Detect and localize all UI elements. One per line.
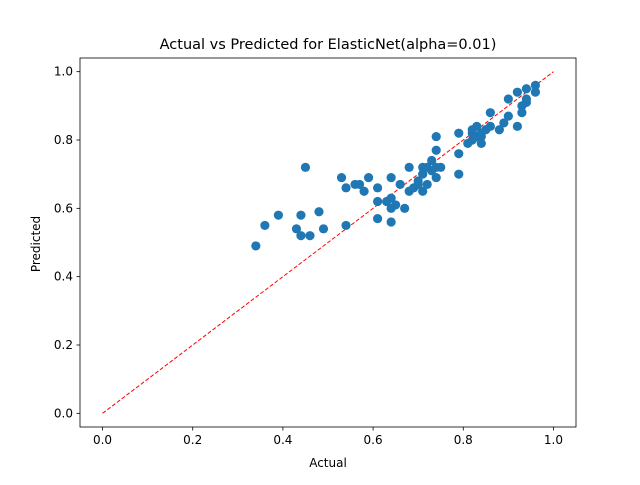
data-point xyxy=(400,203,410,213)
data-point xyxy=(485,121,495,131)
data-point xyxy=(503,111,513,121)
y-tick-label: 0.2 xyxy=(54,338,73,352)
data-point xyxy=(418,169,428,179)
y-tick-label: 0.8 xyxy=(54,133,73,147)
x-tick-label: 0.6 xyxy=(364,433,383,447)
data-point xyxy=(512,121,522,131)
data-point xyxy=(517,108,527,118)
data-point xyxy=(521,94,532,104)
data-point xyxy=(427,155,437,166)
data-point xyxy=(386,172,396,183)
data-point xyxy=(454,149,464,159)
y-tick-label: 0.6 xyxy=(54,201,73,215)
data-point xyxy=(476,138,486,149)
data-point xyxy=(454,169,464,179)
x-tick-label: 0.4 xyxy=(273,433,292,447)
data-point xyxy=(354,179,365,190)
data-point xyxy=(431,172,441,183)
chart-title: Actual vs Predicted for ElasticNet(alpha… xyxy=(160,37,497,53)
data-point xyxy=(422,179,432,190)
y-tick-label: 1.0 xyxy=(54,65,73,79)
data-point xyxy=(418,186,428,196)
data-point xyxy=(530,87,541,97)
data-point xyxy=(454,128,464,138)
data-point xyxy=(336,172,347,183)
data-point xyxy=(273,210,283,220)
data-point xyxy=(296,210,306,220)
data-point xyxy=(521,84,532,94)
data-point xyxy=(373,183,383,193)
data-point xyxy=(341,183,351,193)
data-point xyxy=(499,118,509,128)
data-point xyxy=(386,217,396,227)
x-tick-label: 0.2 xyxy=(183,433,202,447)
data-point xyxy=(530,80,541,90)
data-point xyxy=(341,220,351,231)
y-tick-label: 0.4 xyxy=(54,270,73,284)
axes-frame xyxy=(79,57,577,428)
data-point xyxy=(373,213,383,224)
data-point xyxy=(503,94,513,104)
y-tick-label: 0.0 xyxy=(54,406,73,420)
x-axis-title: Actual xyxy=(309,456,347,470)
data-point xyxy=(305,231,315,241)
data-point xyxy=(404,162,414,172)
data-point xyxy=(386,193,396,203)
data-point xyxy=(431,131,441,142)
data-point xyxy=(413,176,423,186)
x-tick-label: 1.0 xyxy=(544,433,563,447)
data-point xyxy=(314,207,324,217)
data-point xyxy=(363,172,374,183)
data-point xyxy=(251,241,261,251)
data-point xyxy=(395,179,405,190)
data-point xyxy=(391,200,401,210)
y-axis-title: Predicted xyxy=(29,216,43,272)
data-point xyxy=(359,186,369,196)
data-point xyxy=(436,162,446,172)
data-point xyxy=(485,108,495,118)
data-point xyxy=(296,231,306,241)
data-point xyxy=(472,121,482,131)
data-point xyxy=(431,145,441,155)
data-point xyxy=(260,220,270,231)
data-point xyxy=(318,224,329,234)
data-point xyxy=(512,87,522,97)
x-tick-label: 0.0 xyxy=(93,433,112,447)
x-tick-label: 0.8 xyxy=(454,433,473,447)
data-point xyxy=(373,196,383,207)
data-point xyxy=(300,162,311,172)
data-point xyxy=(291,224,302,234)
plot-area: 0.0 0.2 0.4 0.6 0.8 1.0 0.0 0.2 0.4 0.6 0.8 1.0 xyxy=(54,57,577,447)
data-point xyxy=(494,125,504,135)
